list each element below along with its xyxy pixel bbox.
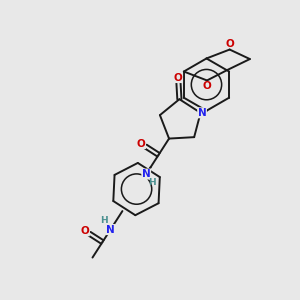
Text: H: H [100,215,108,224]
Text: O: O [225,39,234,49]
Text: N: N [142,169,151,179]
Text: N: N [198,108,206,118]
Text: O: O [137,139,146,148]
Text: O: O [174,73,182,82]
Text: N: N [106,225,115,235]
Text: O: O [81,226,89,236]
Text: H: H [148,178,155,188]
Text: O: O [202,81,211,91]
